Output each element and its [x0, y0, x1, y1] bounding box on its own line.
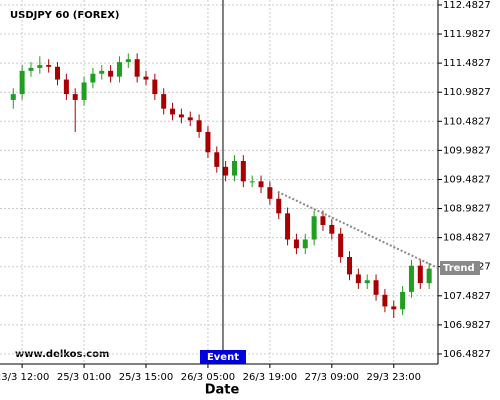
candle-body: [90, 73, 96, 83]
candle-body: [223, 166, 229, 176]
y-tick-label: 108.4827: [443, 233, 491, 244]
y-tick-label: 108.9827: [443, 204, 491, 215]
trend-label: Trend: [443, 263, 475, 274]
candle-body: [108, 70, 114, 77]
y-tick-label: 107.4827: [443, 291, 491, 302]
candle-body: [46, 65, 52, 67]
candle-body: [302, 239, 308, 249]
candle-body: [417, 265, 423, 284]
candle-body: [63, 79, 69, 95]
y-tick-label: 110.9827: [443, 87, 491, 98]
y-tick-label: 109.9827: [443, 145, 491, 156]
candle-body: [373, 280, 379, 295]
candle-body: [214, 152, 220, 167]
x-tick-label: 26/3 19:00: [243, 372, 297, 383]
candle-body: [293, 239, 299, 249]
event-label-box: [199, 350, 246, 364]
candle-body: [187, 117, 193, 121]
x-tick-label: 27/3 09:00: [305, 372, 359, 383]
candle-body: [152, 79, 158, 95]
candle-body: [267, 187, 273, 199]
candle-body: [196, 120, 202, 132]
candle-body: [311, 216, 317, 240]
candle-body: [205, 131, 211, 153]
candle-body: [355, 274, 361, 284]
candle-body: [10, 94, 16, 100]
candle-body: [125, 59, 131, 63]
y-tick-label: 110.4827: [443, 116, 491, 127]
candle-body: [408, 265, 414, 292]
candle-body: [178, 114, 184, 118]
candle-body: [320, 216, 326, 225]
candle-body: [99, 70, 105, 74]
candle-body: [231, 161, 237, 176]
candle-body: [240, 161, 246, 182]
candle-body: [55, 66, 61, 80]
candle-body: [391, 306, 397, 310]
x-axis-title: Date: [205, 383, 240, 398]
candle-body: [382, 294, 388, 307]
candle-body: [81, 82, 87, 100]
candle-body: [72, 94, 78, 100]
candle-body: [170, 108, 176, 115]
candle-body: [347, 256, 353, 275]
candle-body: [338, 233, 344, 257]
candle-body: [19, 70, 25, 95]
candle-body: [116, 62, 122, 77]
candle-body: [364, 280, 370, 284]
x-tick-label: 25/3 15:00: [119, 372, 173, 383]
y-tick-label: 111.4827: [443, 58, 491, 69]
event-label: Event: [207, 352, 239, 363]
x-tick-label: 29/3 23:00: [367, 372, 421, 383]
trend-label-box: [440, 261, 480, 276]
candle-body: [258, 181, 264, 188]
x-tick-label: 23/3 12:00: [0, 372, 49, 383]
candle-body: [161, 94, 167, 109]
y-tick-label: 109.4827: [443, 174, 491, 185]
watermark: www.delkos.com: [15, 349, 109, 360]
y-tick-label: 106.9827: [443, 320, 491, 331]
y-tick-label: 106.4827: [443, 349, 491, 360]
candle-body: [28, 67, 34, 71]
y-tick-label: 112.4827: [443, 0, 491, 11]
x-tick-label: 26/3 05:00: [181, 372, 235, 383]
x-tick-label: 25/3 01:00: [57, 372, 111, 383]
candle-body: [285, 213, 291, 240]
candle-body: [426, 268, 432, 284]
y-tick-label: 111.9827: [443, 29, 491, 40]
candle-body: [276, 198, 282, 214]
trend-line: [277, 190, 439, 269]
candle-body: [400, 291, 406, 310]
candle-body: [37, 65, 43, 68]
chart-title: USDJPY 60 (FOREX): [10, 10, 120, 21]
candle-body: [134, 59, 140, 77]
candle-body: [143, 76, 149, 80]
candle-body: [249, 181, 255, 183]
candle-body: [329, 224, 335, 234]
